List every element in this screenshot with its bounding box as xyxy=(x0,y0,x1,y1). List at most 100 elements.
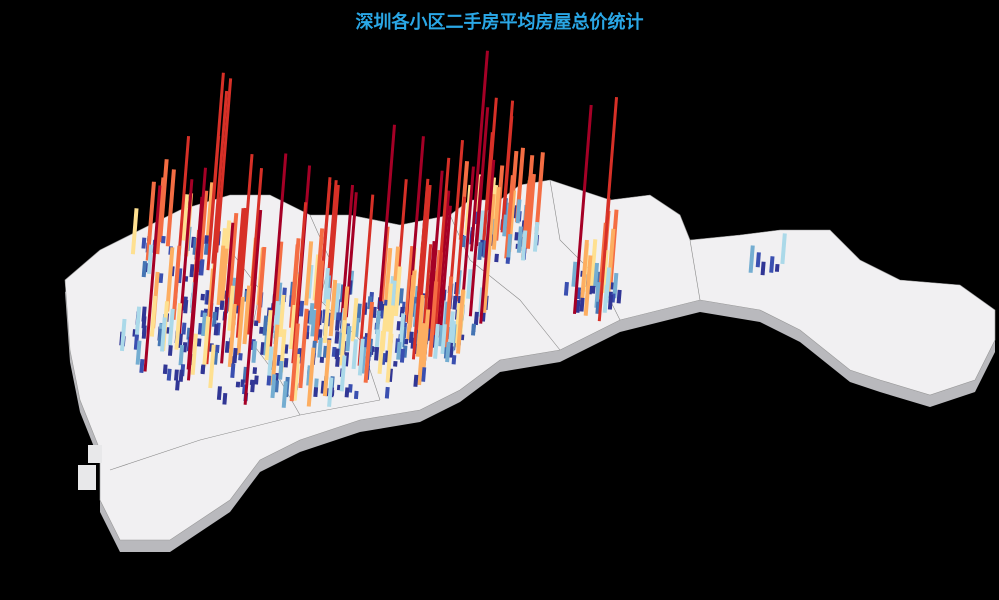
price-column xyxy=(145,181,156,261)
price-column xyxy=(298,348,303,358)
price-column xyxy=(470,323,476,336)
price-column xyxy=(377,330,385,374)
price-column xyxy=(363,301,375,383)
price-column xyxy=(146,244,154,275)
price-column xyxy=(139,359,145,373)
price-column xyxy=(331,346,337,357)
price-column xyxy=(200,364,206,375)
bar-layer xyxy=(119,50,787,408)
price-column xyxy=(276,354,282,366)
price-column xyxy=(158,273,164,284)
price-column xyxy=(345,325,352,352)
price-column xyxy=(306,365,312,386)
price-column xyxy=(281,381,288,408)
price-column xyxy=(216,245,226,306)
price-column xyxy=(350,298,359,342)
price-column xyxy=(167,345,173,356)
price-column xyxy=(500,100,515,233)
price-column xyxy=(175,380,180,391)
price-column xyxy=(428,281,439,357)
price-column xyxy=(283,357,289,368)
price-column xyxy=(504,175,515,259)
price-column xyxy=(410,337,416,349)
price-column xyxy=(780,233,787,265)
price-column xyxy=(340,184,355,321)
price-column xyxy=(454,196,467,302)
price-column xyxy=(227,285,235,331)
price-column xyxy=(572,104,593,315)
price-column xyxy=(426,328,432,341)
price-column xyxy=(387,368,393,382)
price-column xyxy=(171,245,182,320)
price-column xyxy=(205,198,222,365)
price-column xyxy=(304,331,310,340)
price-column xyxy=(571,261,578,287)
price-column xyxy=(384,350,390,363)
price-column xyxy=(343,352,350,367)
price-column xyxy=(602,285,609,313)
price-column xyxy=(200,293,205,301)
price-column xyxy=(208,344,216,389)
price-column xyxy=(203,243,209,255)
price-column xyxy=(452,295,458,310)
price-column xyxy=(433,323,440,359)
price-column xyxy=(447,342,454,358)
price-column xyxy=(322,339,332,397)
price-column xyxy=(597,198,611,322)
price-column xyxy=(413,374,419,387)
price-column xyxy=(748,245,755,273)
price-column xyxy=(385,333,394,383)
price-column xyxy=(155,177,166,255)
price-column xyxy=(167,308,175,346)
price-column xyxy=(243,209,263,405)
price-column xyxy=(157,328,164,347)
price-column xyxy=(236,296,245,356)
price-column xyxy=(201,312,207,337)
price-column xyxy=(205,182,215,244)
price-column xyxy=(141,260,147,278)
price-column xyxy=(601,249,609,294)
price-column xyxy=(209,343,214,352)
price-column xyxy=(453,302,462,348)
price-column xyxy=(384,386,390,399)
price-column xyxy=(141,237,147,249)
price-column xyxy=(468,176,484,317)
price-column xyxy=(323,267,330,304)
price-column xyxy=(252,367,258,375)
district-line xyxy=(689,239,701,301)
price-column xyxy=(339,320,347,366)
price-column xyxy=(438,325,444,347)
price-column xyxy=(421,367,427,382)
price-column xyxy=(190,236,196,248)
price-column xyxy=(480,312,486,322)
price-column xyxy=(308,303,315,325)
price-column xyxy=(576,287,582,300)
price-column xyxy=(357,194,375,366)
price-column xyxy=(377,124,396,314)
price-column xyxy=(362,336,368,350)
price-column xyxy=(380,310,386,319)
price-column xyxy=(230,356,235,365)
price-column xyxy=(260,342,266,355)
price-column xyxy=(335,356,340,367)
price-column xyxy=(334,320,340,331)
price-column xyxy=(478,210,485,241)
price-column xyxy=(616,289,622,304)
price-column xyxy=(283,344,289,354)
price-column xyxy=(178,344,185,366)
price-column xyxy=(313,228,325,310)
price-column xyxy=(327,377,334,407)
price-column xyxy=(216,386,222,400)
price-column xyxy=(432,157,451,342)
price-column xyxy=(461,235,467,248)
price-column xyxy=(320,380,326,394)
price-column xyxy=(473,311,479,326)
price-column xyxy=(532,221,540,252)
price-column xyxy=(132,329,137,337)
price-column xyxy=(222,392,228,405)
price-column xyxy=(190,333,198,375)
price-column xyxy=(165,327,170,334)
price-column xyxy=(322,309,328,324)
price-column xyxy=(305,310,311,324)
